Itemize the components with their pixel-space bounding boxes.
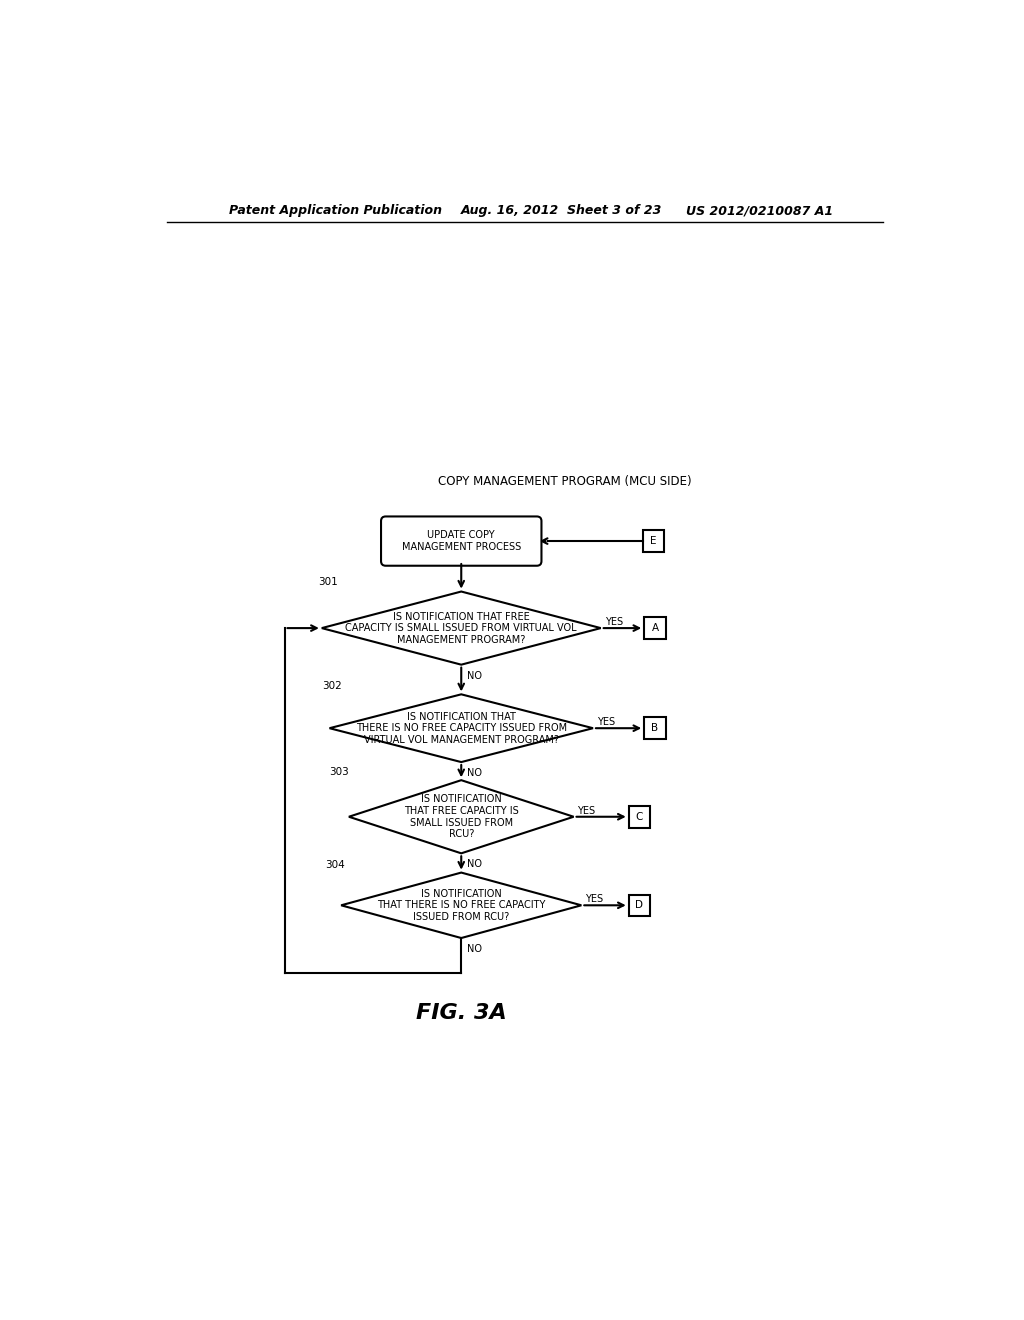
Polygon shape — [330, 694, 593, 762]
Text: Aug. 16, 2012  Sheet 3 of 23: Aug. 16, 2012 Sheet 3 of 23 — [461, 205, 663, 218]
Text: 302: 302 — [322, 681, 341, 690]
Text: 301: 301 — [317, 577, 338, 587]
Text: A: A — [651, 623, 658, 634]
Text: IS NOTIFICATION
THAT THERE IS NO FREE CAPACITY
ISSUED FROM RCU?: IS NOTIFICATION THAT THERE IS NO FREE CA… — [377, 888, 546, 921]
Bar — [644, 618, 666, 639]
Bar — [629, 895, 650, 916]
Text: YES: YES — [586, 894, 603, 904]
Polygon shape — [341, 873, 582, 939]
Text: IS NOTIFICATION THAT FREE
CAPACITY IS SMALL ISSUED FROM VIRTUAL VOL
MANAGEMENT P: IS NOTIFICATION THAT FREE CAPACITY IS SM… — [345, 611, 578, 644]
Text: FIG. 3A: FIG. 3A — [416, 1003, 507, 1023]
Text: E: E — [650, 536, 656, 546]
Text: D: D — [636, 900, 643, 911]
Bar — [629, 807, 650, 828]
Text: NO: NO — [467, 859, 482, 870]
Polygon shape — [322, 591, 601, 665]
Text: IS NOTIFICATION THAT
THERE IS NO FREE CAPACITY ISSUED FROM
VIRTUAL VOL MANAGEMEN: IS NOTIFICATION THAT THERE IS NO FREE CA… — [355, 711, 567, 744]
Text: Patent Application Publication: Patent Application Publication — [228, 205, 441, 218]
Text: NO: NO — [467, 944, 482, 954]
Text: C: C — [636, 812, 643, 822]
Text: 304: 304 — [326, 861, 345, 870]
Text: IS NOTIFICATION
THAT FREE CAPACITY IS
SMALL ISSUED FROM
RCU?: IS NOTIFICATION THAT FREE CAPACITY IS SM… — [403, 795, 518, 840]
Text: US 2012/0210087 A1: US 2012/0210087 A1 — [686, 205, 834, 218]
Polygon shape — [349, 780, 573, 853]
FancyBboxPatch shape — [381, 516, 542, 566]
Text: UPDATE COPY
MANAGEMENT PROCESS: UPDATE COPY MANAGEMENT PROCESS — [401, 531, 521, 552]
Bar — [643, 531, 665, 552]
Text: NO: NO — [467, 671, 482, 681]
Text: YES: YES — [578, 805, 596, 816]
Text: B: B — [651, 723, 658, 733]
Text: NO: NO — [467, 768, 482, 779]
Text: YES: YES — [597, 717, 615, 727]
Text: YES: YES — [604, 616, 623, 627]
Text: COPY MANAGEMENT PROGRAM (MCU SIDE): COPY MANAGEMENT PROGRAM (MCU SIDE) — [438, 475, 691, 488]
Bar — [644, 718, 666, 739]
Text: 303: 303 — [330, 767, 349, 777]
